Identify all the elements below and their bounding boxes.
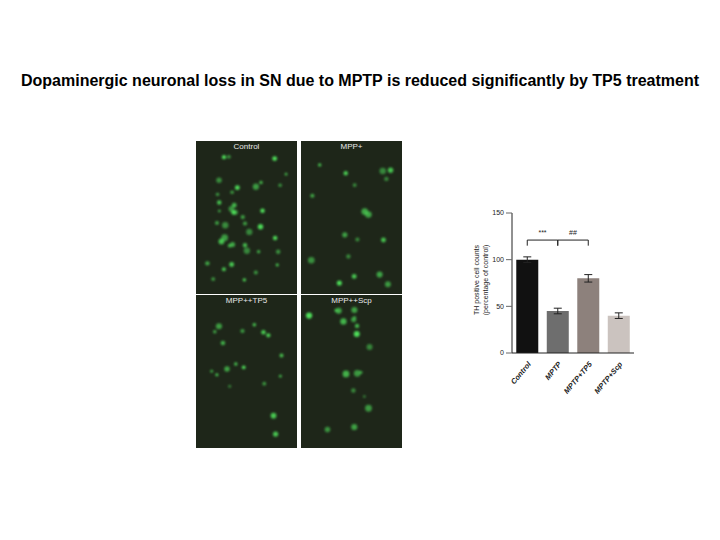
svg-text:TH positive cell counts: TH positive cell counts (473, 244, 481, 315)
svg-text:MPTP: MPTP (543, 359, 564, 382)
svg-text:MPTP+TP5: MPTP+TP5 (562, 359, 594, 395)
svg-text:0: 0 (500, 349, 504, 356)
html-text:MPP+: MPP+ (340, 142, 363, 151)
html-text:MPP++Scp: MPP++Scp (331, 296, 372, 305)
svg-text:##: ## (569, 229, 577, 236)
svg-text:(percentage of control): (percentage of control) (482, 245, 490, 315)
svg-text:***: *** (538, 229, 546, 236)
svg-text:150: 150 (492, 209, 504, 216)
svg-text:100: 100 (492, 256, 504, 263)
html-text:Dopaminergic neuronal loss in: Dopaminergic neuronal loss in SN due to … (21, 72, 699, 89)
svg-text:MPTP+Scp: MPTP+Scp (592, 360, 624, 396)
html-text:Control: Control (233, 142, 260, 151)
svg-text:50: 50 (496, 303, 504, 310)
html-text:MPP++TP5: MPP++TP5 (225, 296, 268, 305)
svg-text:Control: Control (509, 359, 534, 386)
